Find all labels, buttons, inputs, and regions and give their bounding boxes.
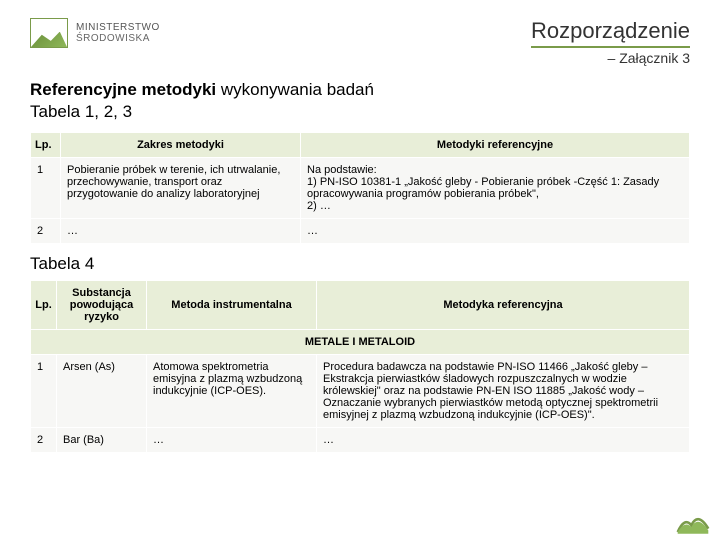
cell-inst: Atomowa spektrometria emisyjna z plazmą … — [147, 355, 317, 428]
page-title: Rozporządzenie — [531, 18, 690, 48]
cell-lp: 1 — [31, 355, 57, 428]
cell-zakres: Pobieranie próbek w terenie, ich utrwala… — [61, 158, 301, 219]
cell-lp: 1 — [31, 158, 61, 219]
table4-section-row: METALE I METALOID — [31, 330, 690, 355]
page-subtitle: – Załącznik 3 — [531, 50, 690, 66]
table1: Lp. Zakres metodyki Metodyki referencyjn… — [30, 132, 690, 244]
cell-sub: Arsen (As) — [57, 355, 147, 428]
cell-inst: … — [147, 428, 317, 453]
section1-title-rest: wykonywania badań — [216, 80, 374, 99]
slide-header: MINISTERSTWO ŚRODOWISKA Rozporządzenie –… — [0, 0, 720, 72]
title-block: Rozporządzenie – Załącznik 3 — [531, 18, 690, 66]
table4: Lp. Substancja powodująca ryzyko Metoda … — [30, 280, 690, 453]
logo-block: MINISTERSTWO ŚRODOWISKA — [30, 18, 160, 48]
cell-lp: 2 — [31, 428, 57, 453]
cell-ref: Procedura badawcza na podstawie PN-ISO 1… — [317, 355, 690, 428]
table4-section-label: METALE I METALOID — [31, 330, 690, 355]
cell-lp: 2 — [31, 219, 61, 244]
section1-title-bold: Referencyjne metodyki — [30, 80, 216, 99]
cell-ref: … — [317, 428, 690, 453]
ministry-line1: MINISTERSTWO — [76, 22, 160, 33]
section2-title: Tabela 4 — [0, 244, 720, 276]
cell-zakres: … — [61, 219, 301, 244]
cell-met: … — [301, 219, 690, 244]
table4-col-lp: Lp. — [31, 281, 57, 330]
cell-sub: Bar (Ba) — [57, 428, 147, 453]
table1-col-zakres: Zakres metodyki — [61, 133, 301, 158]
section1-title: Referencyjne metodyki wykonywania badań — [0, 72, 720, 102]
ministry-line2: ŚRODOWISKA — [76, 33, 160, 44]
cell-met: Na podstawie: 1) PN-ISO 10381-1 „Jakość … — [301, 158, 690, 219]
table-row: 2 … … — [31, 219, 690, 244]
ministry-text: MINISTERSTWO ŚRODOWISKA — [76, 22, 160, 44]
table4-header-row: Lp. Substancja powodująca ryzyko Metoda … — [31, 281, 690, 330]
table-row: 2 Bar (Ba) … … — [31, 428, 690, 453]
table1-header-row: Lp. Zakres metodyki Metodyki referencyjn… — [31, 133, 690, 158]
table-row: 1 Arsen (As) Atomowa spektrometria emisy… — [31, 355, 690, 428]
table1-col-met: Metodyki referencyjne — [301, 133, 690, 158]
table4-col-sub: Substancja powodująca ryzyko — [57, 281, 147, 330]
table4-col-inst: Metoda instrumentalna — [147, 281, 317, 330]
corner-logo-icon — [676, 508, 710, 534]
ministry-logo-icon — [30, 18, 68, 48]
table-row: 1 Pobieranie próbek w terenie, ich utrwa… — [31, 158, 690, 219]
table4-col-ref: Metodyka referencyjna — [317, 281, 690, 330]
table1-col-lp: Lp. — [31, 133, 61, 158]
section1-sub: Tabela 1, 2, 3 — [0, 102, 720, 128]
